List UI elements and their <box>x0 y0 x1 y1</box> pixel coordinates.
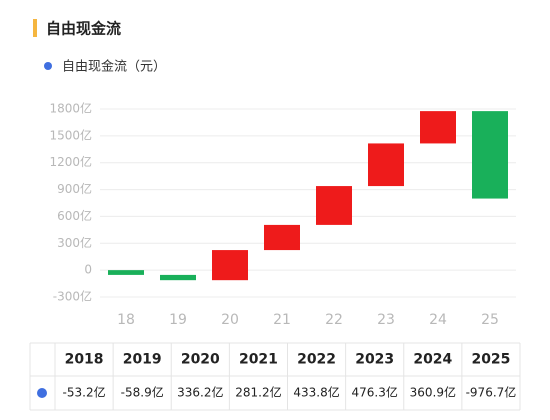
bar <box>212 250 248 281</box>
table-header: 2019 <box>123 352 162 368</box>
table-header: 2025 <box>471 352 510 368</box>
bar <box>264 224 300 251</box>
x-tick-label: 25 <box>481 312 499 328</box>
bar <box>108 270 144 275</box>
legend-label: 自由现金流（元） <box>62 59 166 75</box>
x-tick-label: 23 <box>377 312 395 328</box>
chart-title: 自由现金流 <box>46 20 121 38</box>
table-header: 2024 <box>413 352 452 368</box>
table-header: 2021 <box>239 352 278 368</box>
table-header: 2020 <box>181 352 220 368</box>
y-tick-label: 600亿 <box>57 208 92 223</box>
x-tick-label: 20 <box>221 312 239 328</box>
bar <box>160 274 196 281</box>
table-header: 2022 <box>297 352 336 368</box>
bar <box>472 111 508 199</box>
table-header: 2023 <box>355 352 394 368</box>
table-value: 360.9亿 <box>410 385 456 400</box>
table-value: -976.7亿 <box>466 385 517 400</box>
table-value: 476.3亿 <box>352 385 398 400</box>
y-tick-label: 1200亿 <box>49 154 92 169</box>
table-value: 281.2亿 <box>235 385 281 400</box>
x-tick-label: 22 <box>325 312 343 328</box>
table-value: 336.2亿 <box>177 385 223 400</box>
y-tick-label: 1500亿 <box>49 127 92 142</box>
x-tick-label: 19 <box>169 312 187 328</box>
x-tick-label: 21 <box>273 312 291 328</box>
table-value: -58.9亿 <box>121 385 164 400</box>
y-tick-label: 1800亿 <box>49 101 92 116</box>
y-tick-label: 900亿 <box>57 181 92 196</box>
row-dot <box>37 388 47 398</box>
y-tick-label: 0 <box>84 263 92 277</box>
bar <box>316 186 352 225</box>
title-marker <box>33 19 37 37</box>
bar <box>368 143 404 187</box>
x-tick-label: 24 <box>429 312 447 328</box>
x-tick-label: 18 <box>117 312 135 328</box>
y-tick-label: -300亿 <box>53 289 92 304</box>
legend-dot <box>44 62 52 70</box>
table-value: -53.2亿 <box>63 385 106 400</box>
bar <box>420 111 456 144</box>
y-tick-label: 300亿 <box>57 235 92 250</box>
table-header: 2018 <box>65 352 104 368</box>
table-value: 433.8亿 <box>293 385 339 400</box>
